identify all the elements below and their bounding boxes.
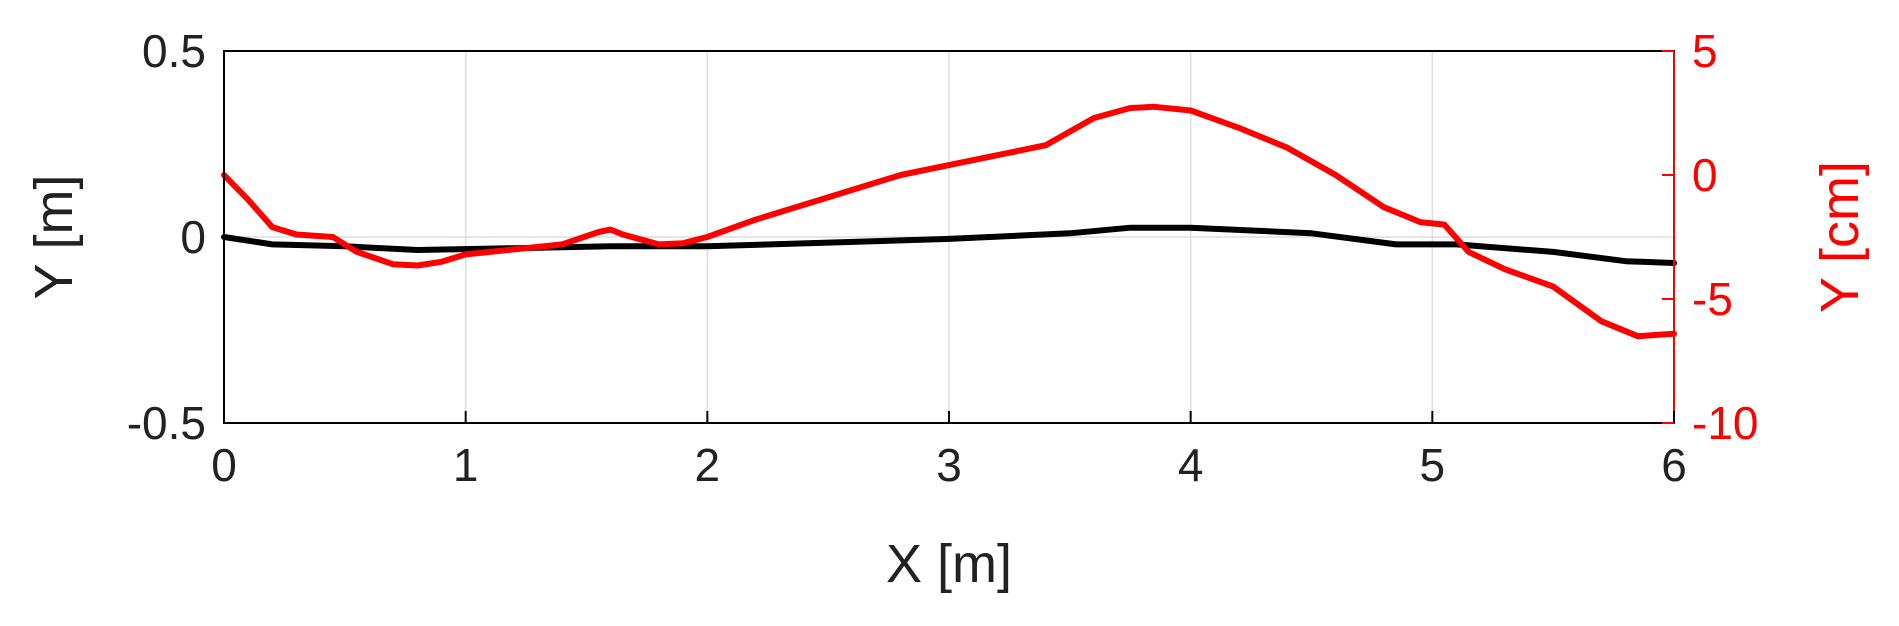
y-axis-title-right: Y [cm] (1810, 161, 1870, 313)
y-axis-title-left: Y [m] (24, 174, 84, 299)
plot-series (221, 103, 1677, 340)
ticks: 0 1 2 3 4 5 6-0.500.5-10-505 (127, 25, 1759, 491)
series-line-left-axis (221, 224, 1677, 266)
y-left-tick-label: 0 (180, 211, 206, 263)
y-right-tick-label: -10 (1692, 397, 1758, 449)
x-tick-label: 3 (936, 439, 962, 491)
x-axis-title: X [m] (886, 534, 1012, 594)
y-right-tick-label: 0 (1692, 149, 1718, 201)
x-tick-label: 1 (453, 439, 479, 491)
x-tick-label: 4 (1178, 439, 1204, 491)
y-right-tick-label: 5 (1692, 25, 1718, 77)
x-tick-label: 6 (1661, 439, 1687, 491)
series-line-right-axis (221, 103, 1677, 340)
x-tick-label: 0 (211, 439, 237, 491)
y-left-tick-label: -0.5 (127, 397, 206, 449)
y-left-tick-label: 0.5 (142, 25, 206, 77)
x-tick-label: 5 (1420, 439, 1446, 491)
y-right-tick-label: -5 (1692, 273, 1733, 325)
x-tick-label: 2 (695, 439, 721, 491)
